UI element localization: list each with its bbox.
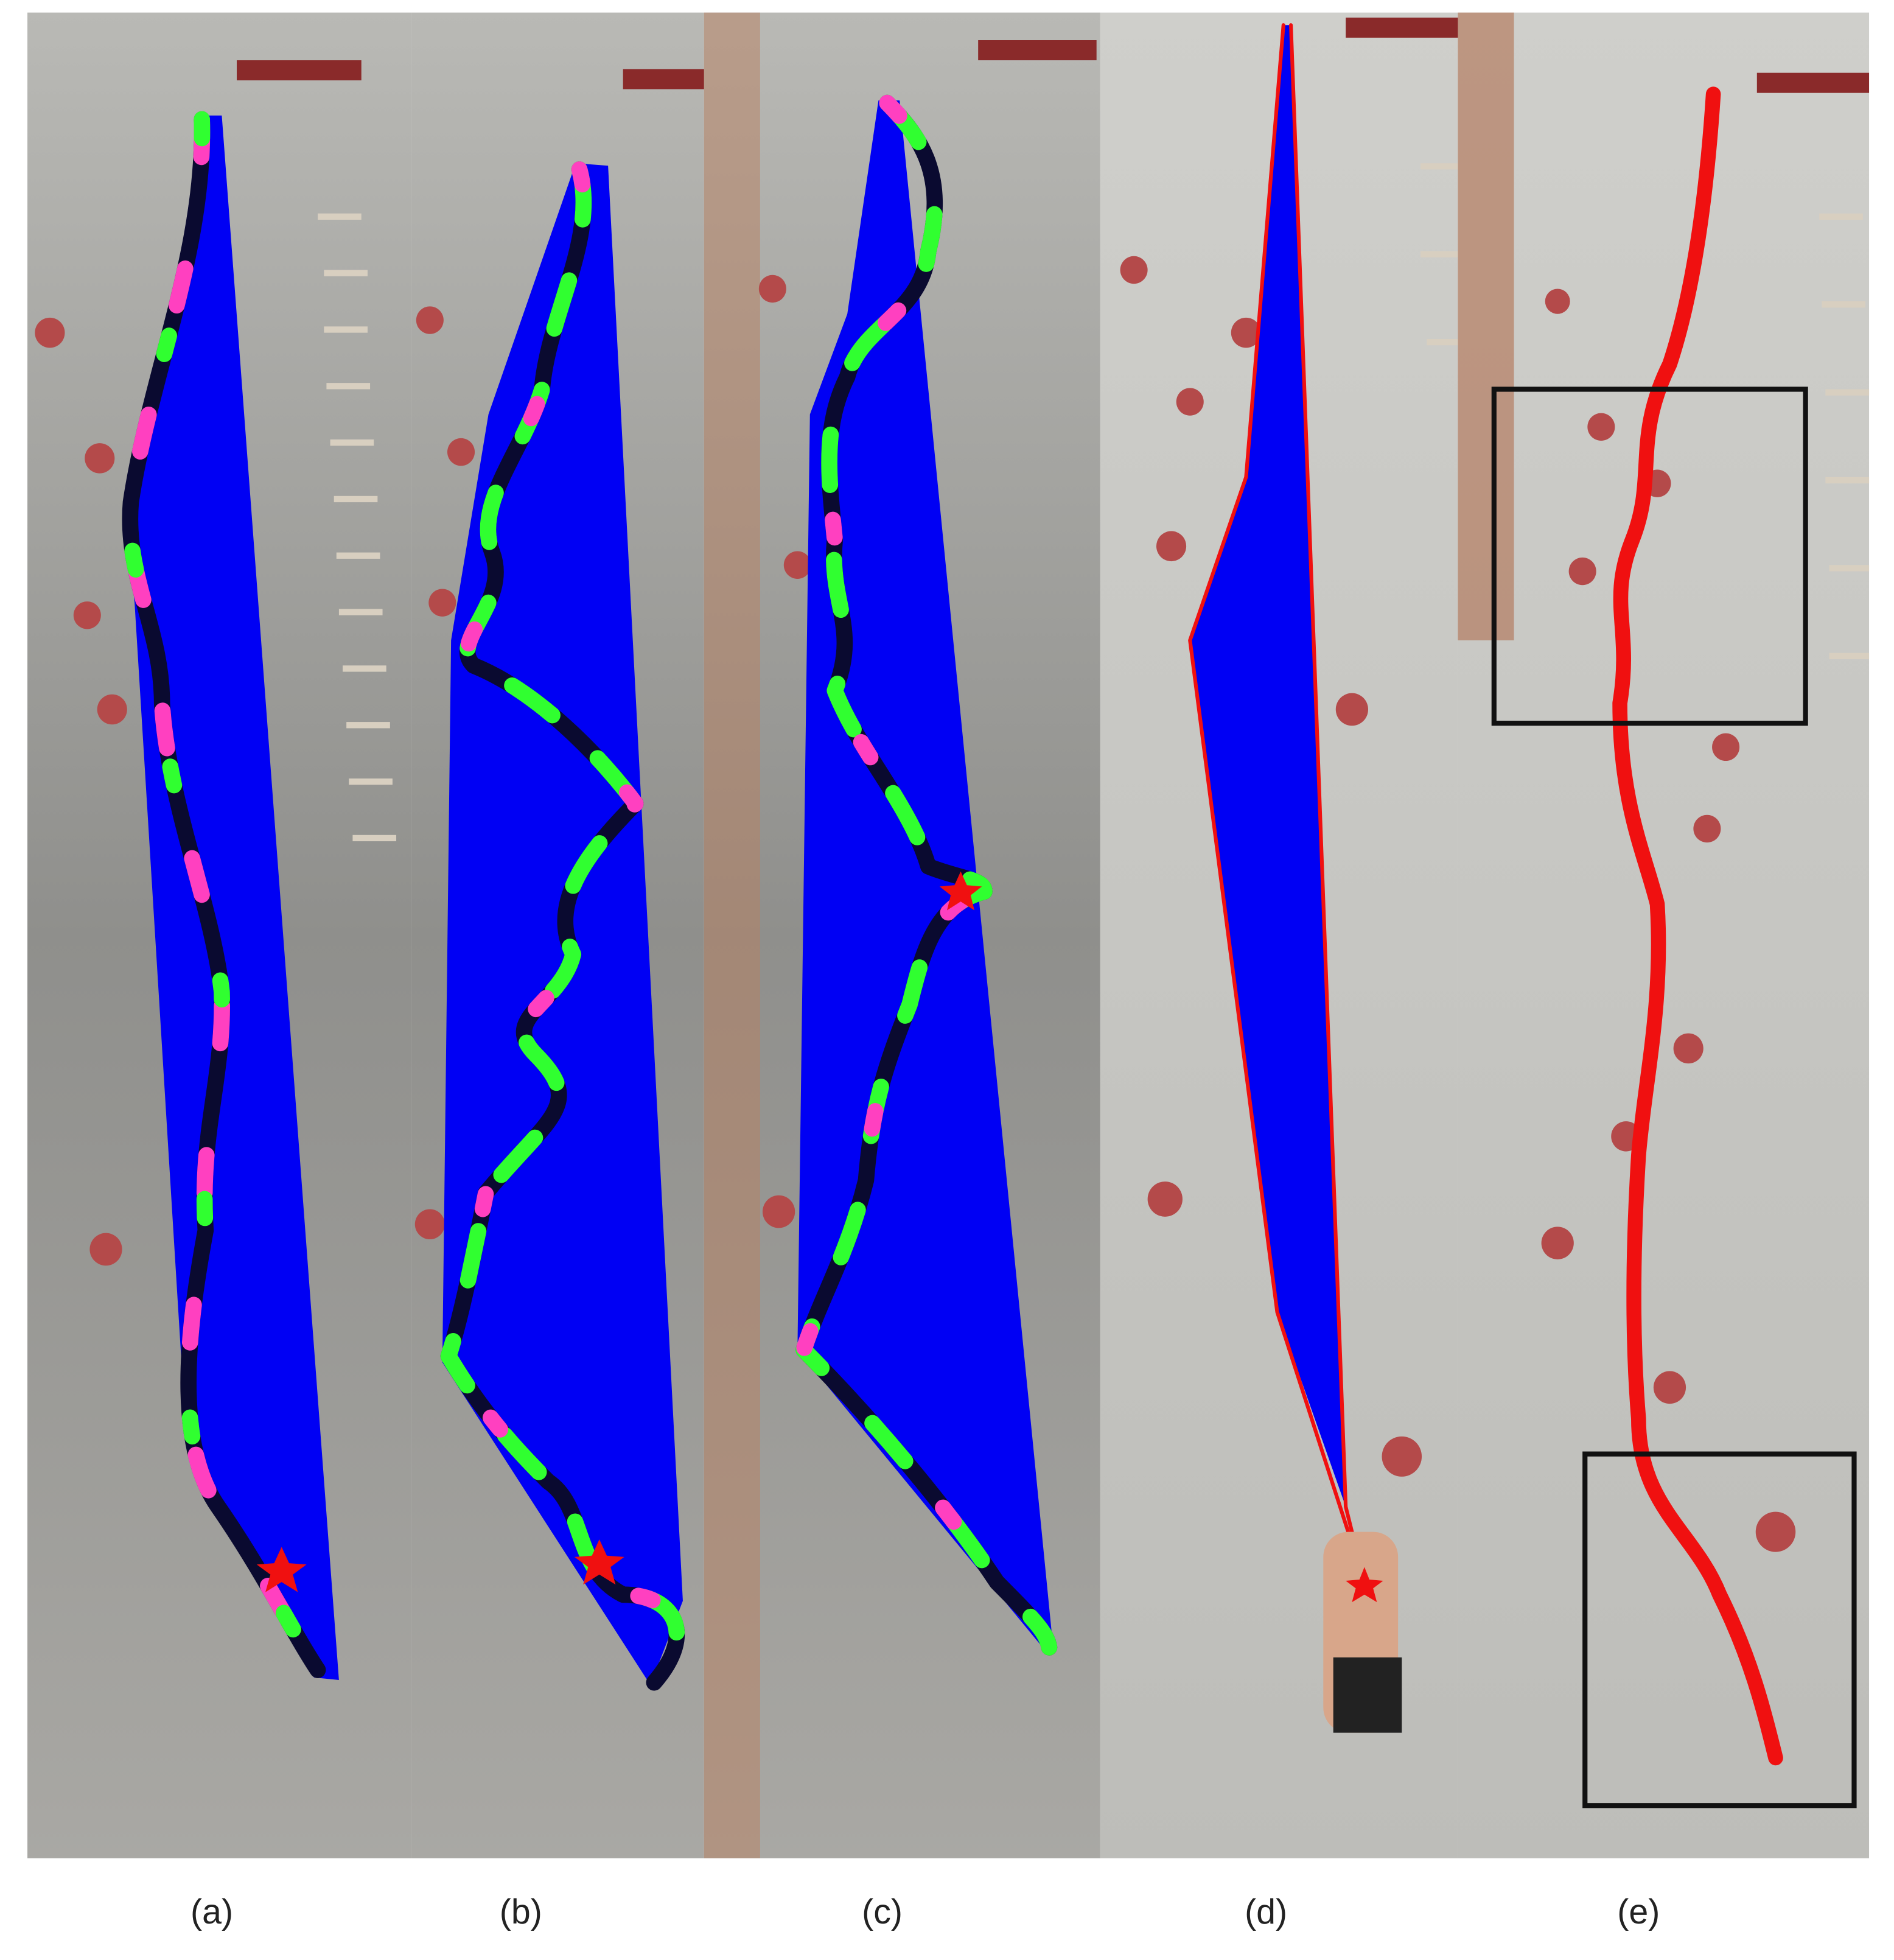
region-c bbox=[797, 100, 1054, 1653]
wall-edge bbox=[1458, 12, 1514, 641]
holds bbox=[35, 256, 1796, 1552]
panel-label: (d) bbox=[1245, 1892, 1287, 1931]
wall-edge bbox=[704, 12, 760, 1858]
trajectory-c bbox=[795, 94, 1058, 1656]
panel-label: (c) bbox=[862, 1892, 903, 1931]
trajectory-e bbox=[1491, 86, 1857, 1808]
ladders bbox=[318, 163, 1870, 842]
panel-label: (b) bbox=[500, 1892, 542, 1931]
region-a bbox=[124, 115, 339, 1680]
trajectory-b bbox=[440, 161, 685, 1691]
region-d bbox=[1190, 25, 1346, 1507]
trajectory-a bbox=[122, 111, 326, 1678]
banners bbox=[237, 17, 1870, 93]
trajectory-d bbox=[1188, 23, 1402, 1733]
panel-label: (a) bbox=[190, 1892, 233, 1931]
panel-label: (e) bbox=[1617, 1892, 1660, 1931]
